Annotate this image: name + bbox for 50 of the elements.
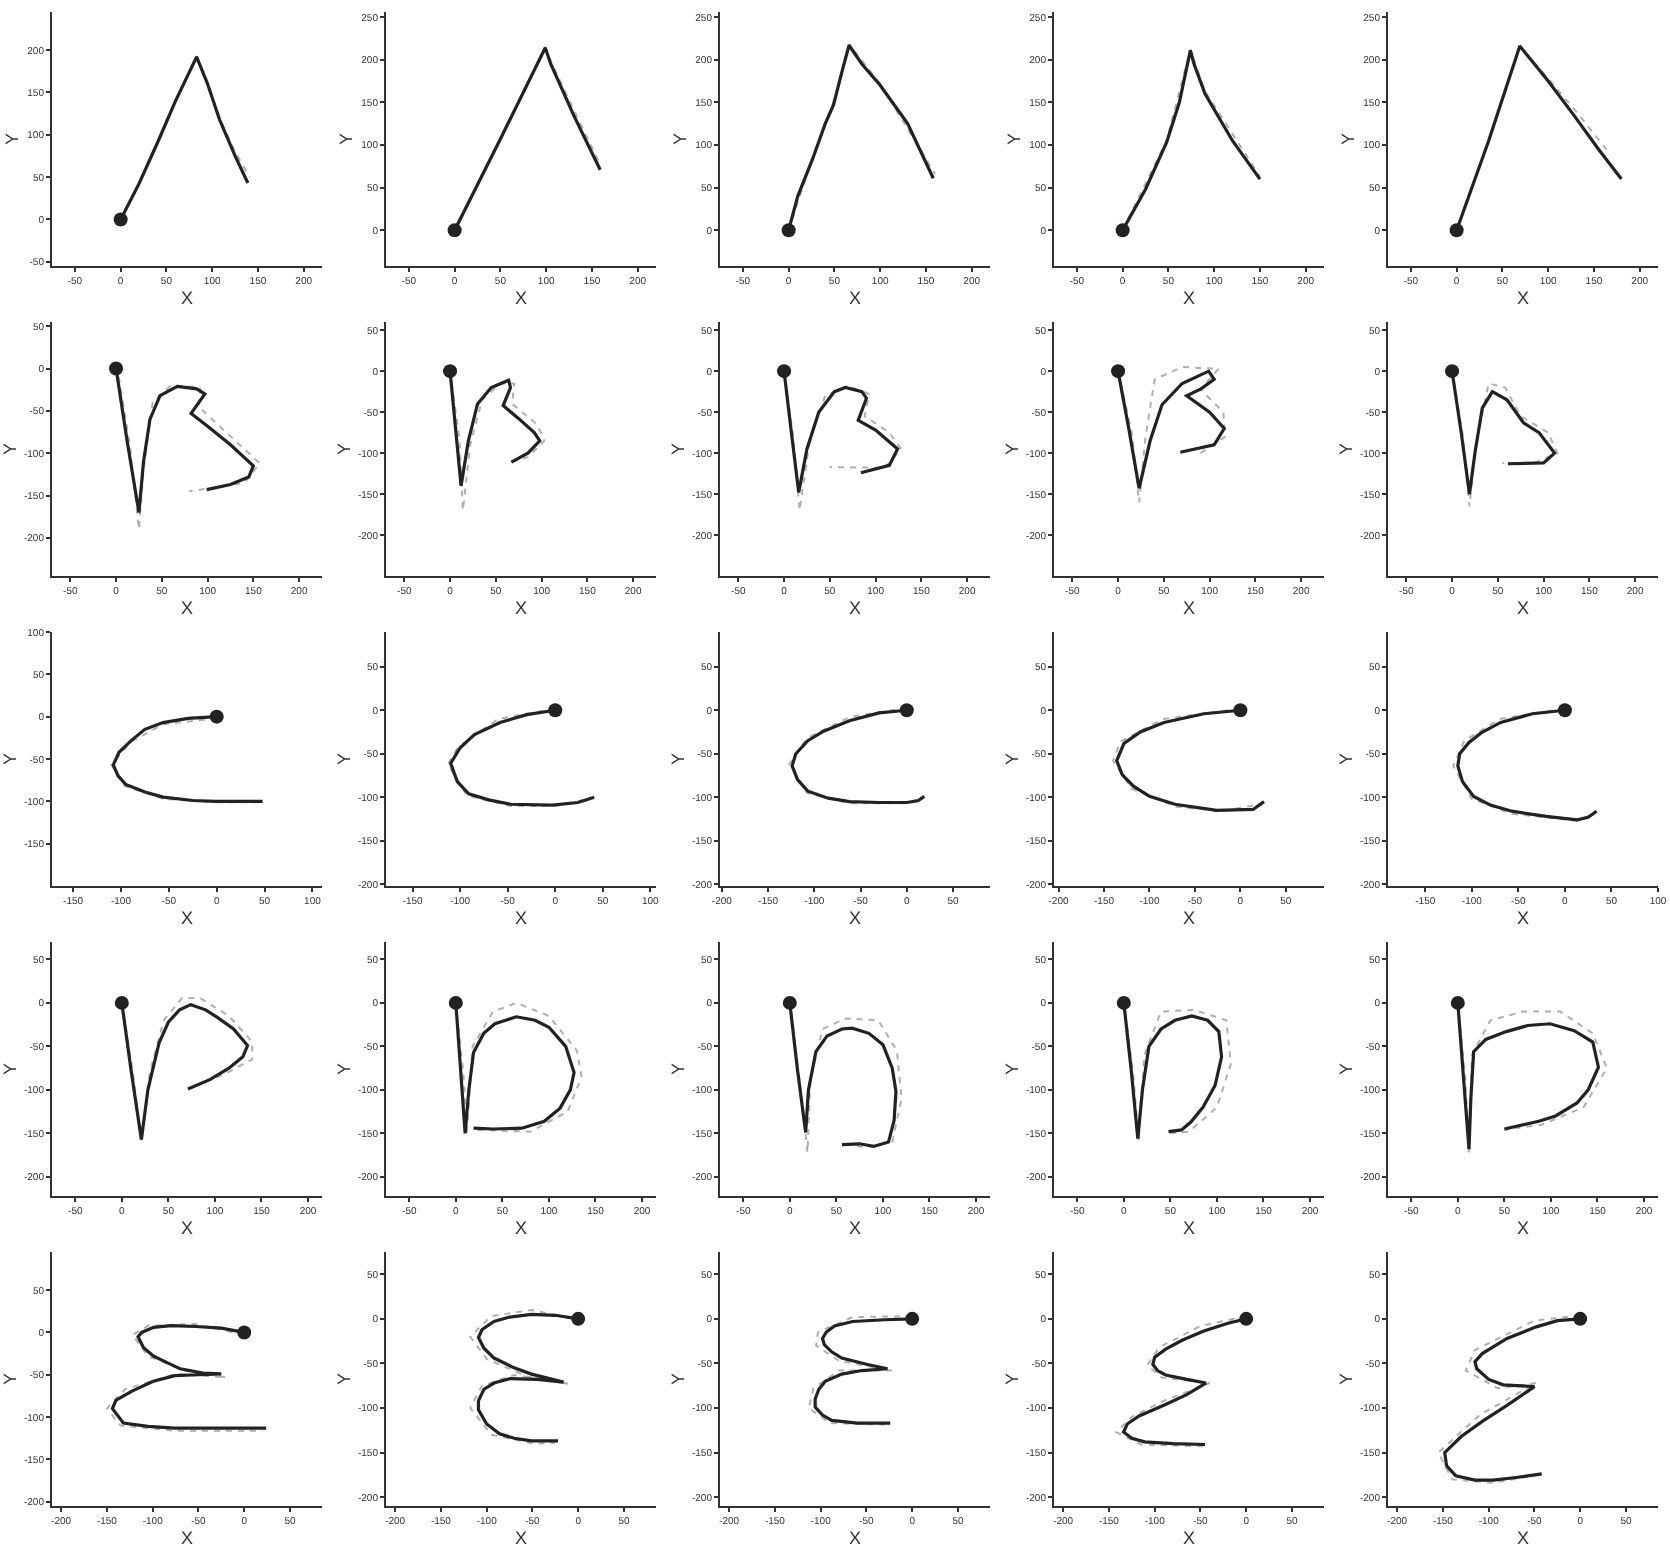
y-axis-title: Y	[670, 132, 691, 146]
x-axis-title: X	[514, 597, 528, 618]
y-axis-title: Y	[1002, 1062, 1022, 1076]
x-axis-title: X	[1516, 908, 1530, 928]
x-axis-title: X	[1182, 908, 1196, 928]
x-axis-title: X	[1516, 287, 1530, 308]
y-axis-title: Y	[1002, 1372, 1022, 1386]
y-axis-title: Y	[334, 1062, 354, 1076]
x-axis-title: X	[180, 1217, 194, 1238]
y-axis-title: Y	[1336, 752, 1356, 766]
x-axis-title: X	[514, 1217, 528, 1238]
y-axis-title: Y	[1004, 132, 1025, 146]
y-axis-title: Y	[1338, 132, 1359, 146]
y-axis-title: Y	[1002, 752, 1022, 766]
y-axis-title: Y	[0, 442, 20, 456]
x-axis-title: X	[1516, 1528, 1530, 1548]
x-axis-title: X	[848, 1528, 862, 1548]
x-axis-title: X	[180, 907, 194, 928]
x-axis-title: X	[848, 597, 862, 618]
x-axis-title: X	[1182, 287, 1196, 308]
y-axis-title: Y	[668, 442, 688, 456]
y-axis-title: Y	[1002, 442, 1022, 456]
y-axis-title: Y	[1336, 1372, 1356, 1386]
x-axis-title: X	[180, 597, 194, 618]
x-axis-title: X	[514, 908, 528, 928]
x-axis-title: X	[1182, 597, 1196, 618]
x-axis-title: X	[848, 287, 862, 308]
x-axis-title: X	[848, 1217, 862, 1238]
y-axis-title: Y	[0, 1372, 20, 1386]
y-axis-title: Y	[2, 132, 23, 146]
x-axis-title: X	[180, 1528, 194, 1548]
y-axis-title: Y	[334, 1372, 354, 1386]
y-axis-title: Y	[1336, 442, 1356, 456]
y-axis-title: Y	[668, 752, 688, 766]
x-axis-title: X	[1516, 597, 1530, 618]
y-axis-title: Y	[336, 132, 357, 146]
x-axis-title: X	[848, 908, 862, 928]
y-axis-title: Y	[334, 442, 354, 456]
y-axis-title: Y	[668, 1062, 688, 1076]
y-axis-title: Y	[0, 752, 20, 766]
x-axis-title: X	[514, 287, 528, 308]
x-axis-title: X	[1182, 1217, 1196, 1238]
x-axis-title: X	[514, 1528, 528, 1548]
y-axis-title: Y	[668, 1372, 688, 1386]
x-axis-title: X	[1516, 1217, 1530, 1238]
x-axis-title: X	[180, 287, 194, 308]
y-axis-title: Y	[334, 752, 354, 766]
y-axis-title: Y	[1336, 1062, 1356, 1076]
y-axis-title: Y	[0, 1062, 20, 1076]
x-axis-title: X	[1182, 1528, 1196, 1548]
